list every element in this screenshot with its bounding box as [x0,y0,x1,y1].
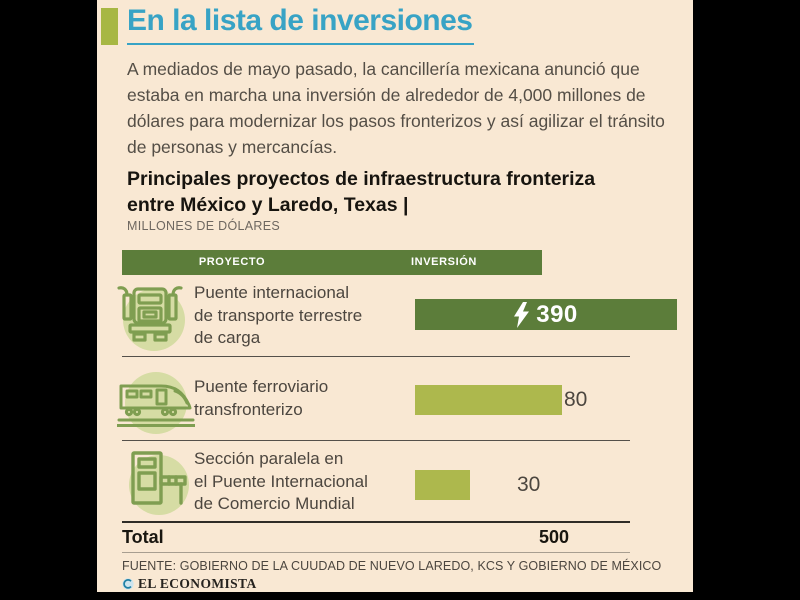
row2-line2: transfronterizo [194,399,303,419]
investment-bar-30 [415,470,470,500]
content-panel: En la lista de inversiones A mediados de… [97,0,693,592]
chart-title: Principales proyectos de infraestructura… [127,166,679,218]
row-label: Puente ferroviario transfronterizo [194,376,328,421]
row-divider [122,356,630,357]
unit-label: MILLONES DE DÓLARES [127,219,280,233]
row-label: Puente internacional de transporte terre… [194,282,362,350]
el-economista-logo-icon [122,578,134,590]
row3-line3: de Comercio Mundial [194,494,355,513]
row-divider [122,440,630,441]
chart-title-line2: entre México y Laredo, Texas | [127,194,409,216]
row2-line1: Puente ferroviario [194,377,329,396]
truck-icon [117,286,183,342]
total-underline [122,552,630,553]
brand-logo: EL ECONOMISTA [122,576,257,592]
row1-line2: de transporte terrestre [194,305,363,325]
row1-line3: de carga [194,328,261,347]
investment-bar-80 [415,385,562,415]
accent-square [101,8,118,45]
column-header-proyecto: PROYECTO [198,256,266,268]
total-divider [122,521,630,523]
table-header: PROYECTO INVERSIÓN [122,250,542,275]
total-label: Total [122,527,164,547]
bar-value: 390 [536,300,578,328]
page-title: En la lista de inversiones [127,4,473,37]
row-label: Sección paralela en el Puente Internacio… [194,448,368,516]
lightning-bolt-icon [514,301,530,328]
title-underline [127,43,474,45]
bar-value: 80 [564,388,588,411]
intro-paragraph: A mediados de mayo pasado, la cancillerí… [127,59,665,157]
train-icon [117,384,195,427]
row3-line2: el Puente Internacional [194,471,368,491]
chart-title-line1: Principales proyectos de infraestructura… [127,168,596,190]
toll-booth-icon [131,451,187,505]
row1-line1: Puente internacional [194,283,350,302]
column-header-inversion: INVERSIÓN [411,256,477,268]
brand-name: EL ECONOMISTA [138,576,257,591]
row3-line1: Sección paralela en [194,449,344,468]
source-line: FUENTE: GOBIERNO DE LA CUUDAD DE NUEVO L… [122,559,662,573]
bar-value: 30 [517,473,541,496]
investment-bar-390: 390 [415,299,677,330]
total-value: 500 [539,527,570,547]
